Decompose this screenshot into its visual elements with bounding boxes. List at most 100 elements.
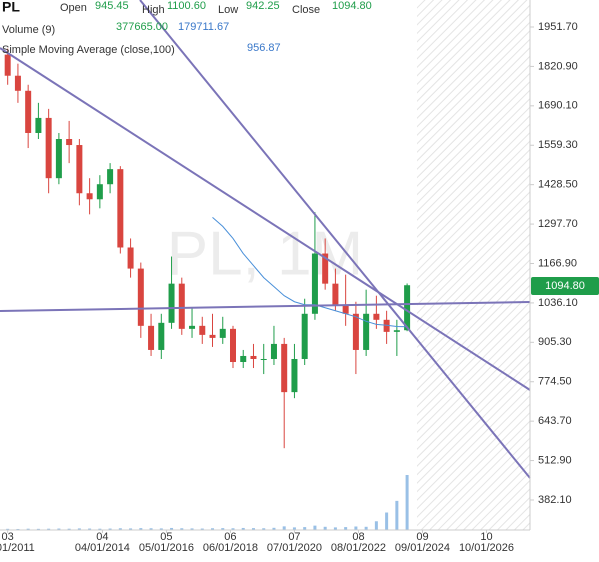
legend: PL Open 945.45 High 1100.60 Low 942.25 C… — [2, 0, 372, 56]
plot — [4, 48, 411, 530]
candle-body — [291, 358, 298, 393]
volume-bar — [108, 528, 112, 530]
x-tick-label: 06 — [224, 531, 236, 543]
future-area — [417, 0, 530, 530]
x-tick-date: 06/01/2018 — [203, 542, 258, 554]
legend-value: 956.87 — [247, 42, 281, 54]
y-tick-label: 1166.90 — [538, 257, 577, 269]
candle-body — [158, 322, 165, 350]
volume-bar — [251, 528, 255, 530]
candle-body — [178, 283, 185, 329]
volume-bar — [272, 527, 276, 530]
trend-line — [0, 47, 531, 391]
x-tick-label: 05 — [160, 531, 172, 543]
candle-body — [260, 358, 267, 360]
candle-body — [35, 117, 42, 133]
candle-body — [127, 247, 134, 269]
volume-bar — [149, 528, 153, 530]
volume-bar — [180, 528, 184, 530]
volume-bar — [354, 526, 358, 530]
y-tick-label: 1559.30 — [538, 139, 578, 151]
legend-value: 179711.67 — [178, 21, 229, 33]
candle-body — [45, 117, 52, 179]
candle-body — [281, 343, 288, 393]
volume-bar — [282, 526, 286, 530]
candle-body — [96, 184, 103, 200]
x-tick-date: 10/01/2026 — [459, 542, 514, 554]
candle-body — [363, 313, 370, 350]
volume-bar — [88, 528, 92, 530]
candle-body — [4, 54, 11, 76]
x-tick-date: 03/01/2011 — [0, 542, 35, 554]
candle-body — [86, 193, 93, 200]
candle-body — [393, 330, 400, 332]
candle-body — [209, 334, 216, 338]
candle-body — [199, 325, 206, 335]
volume-bar — [67, 528, 71, 530]
candle-body — [311, 253, 318, 314]
legend-label: High — [142, 4, 165, 16]
x-tick-label: 04 — [96, 531, 108, 543]
candle-body — [55, 139, 62, 179]
candle-body — [373, 313, 380, 320]
candle-body — [342, 304, 349, 314]
volume-bar — [190, 528, 194, 530]
candle-body — [107, 169, 114, 185]
volume-bar — [98, 528, 102, 530]
volume-bar — [16, 528, 20, 530]
candle-body — [229, 328, 236, 363]
x-tick-date: 05/01/2016 — [139, 542, 194, 554]
x-tick-date: 07/01/2020 — [267, 542, 322, 554]
candle-body — [137, 268, 144, 326]
candle-body — [76, 145, 83, 194]
volume-bar — [6, 528, 10, 530]
candle-body — [352, 313, 359, 350]
volume-bar — [374, 521, 378, 530]
symbol: PL — [2, 0, 20, 15]
volume-bar — [118, 528, 122, 530]
volume-bar — [231, 528, 235, 530]
legend-label: Volume (9) — [2, 24, 55, 36]
volume-bar — [211, 528, 215, 530]
candle-body — [383, 319, 390, 332]
y-tick-label: 382.10 — [538, 494, 572, 506]
volume-bar — [395, 500, 399, 530]
candle-body — [117, 169, 124, 248]
price-tag — [531, 277, 599, 295]
candle-body — [25, 90, 32, 133]
volume-bar — [303, 527, 307, 530]
y-tick-label: 1820.90 — [538, 60, 578, 72]
y-tick-label: 643.70 — [538, 415, 572, 427]
volume-bar — [385, 512, 389, 530]
candle-body — [66, 139, 73, 146]
candle-body — [301, 313, 308, 359]
candle-body — [270, 343, 277, 359]
y-tick-label: 1690.10 — [538, 100, 578, 112]
y-tick-label: 774.50 — [538, 376, 572, 388]
legend-label: Open — [60, 2, 87, 14]
trend-line — [139, 0, 531, 479]
volume-bar — [170, 527, 174, 530]
volume-bar — [333, 527, 337, 530]
legend-label: Close — [292, 4, 320, 16]
volume-bar — [292, 527, 296, 530]
volume-bar — [26, 528, 30, 530]
y-tick-label: 1297.70 — [538, 218, 578, 230]
candle-body — [168, 283, 175, 323]
legend-label: Low — [218, 4, 238, 16]
volume-bar — [364, 526, 368, 530]
legend-value: 1100.60 — [167, 0, 206, 12]
volume-bar — [344, 527, 348, 530]
x-tick-label: 09 — [416, 531, 428, 543]
volume-bar — [57, 528, 61, 530]
x-tick-label: 07 — [288, 531, 300, 543]
x-tick-label: 10 — [480, 531, 492, 543]
candle-body — [148, 325, 155, 350]
y-tick-label: 1951.70 — [538, 21, 578, 33]
y-tick-label: 1036.10 — [538, 297, 578, 309]
volume-bar — [323, 526, 327, 530]
x-tick-date: 04/01/2014 — [75, 542, 130, 554]
trend-lines — [0, 0, 531, 479]
candle-body — [250, 355, 257, 359]
